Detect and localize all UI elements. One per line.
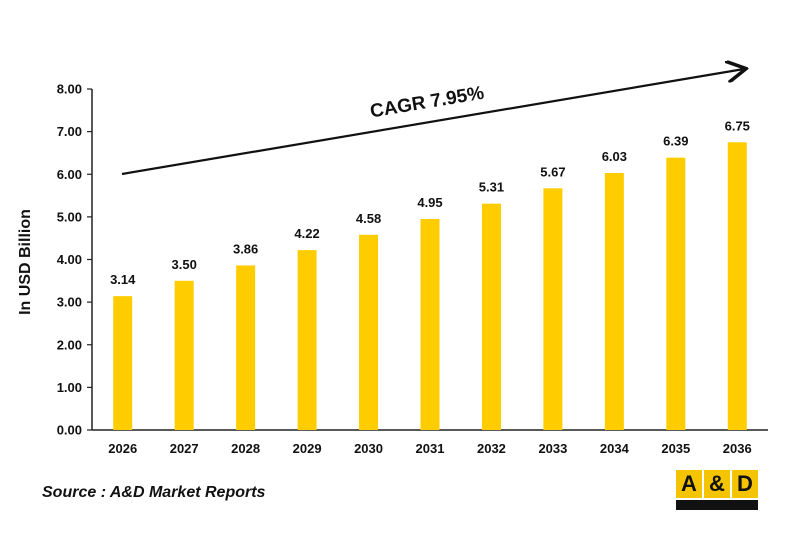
cagr-arrow bbox=[121, 69, 744, 176]
bar bbox=[420, 219, 440, 430]
bar bbox=[727, 142, 747, 430]
y-tick-label: 7.00 bbox=[57, 124, 82, 139]
logo-letter-a: A bbox=[676, 470, 702, 498]
data-label: 3.86 bbox=[233, 241, 258, 256]
y-tick-label: 2.00 bbox=[57, 337, 82, 352]
bar bbox=[297, 250, 317, 430]
y-tick-label: 3.00 bbox=[57, 295, 82, 310]
logo-letter-d: D bbox=[732, 470, 758, 498]
x-tick-label: 2030 bbox=[354, 441, 383, 456]
x-tick-label: 2029 bbox=[293, 441, 322, 456]
data-label: 5.67 bbox=[540, 164, 565, 179]
y-tick-label: 1.00 bbox=[57, 380, 82, 395]
x-tick-labels: 2026 2027 2028 2029 2030 2031 2032 2033 2034 2035… bbox=[108, 441, 751, 456]
y-tick-label: 4.00 bbox=[57, 252, 82, 267]
y-tick-labels: 0.00 1.00 2.00 3.00 4.00 5.00 6.00 7.00 8.00 bbox=[57, 82, 82, 438]
x-tick-label: 2031 bbox=[416, 441, 445, 456]
y-tick-label: 5.00 bbox=[57, 209, 82, 224]
bar bbox=[236, 265, 256, 430]
data-labels: 3.14 3.50 3.86 4.22 4.58 4.95 5.31 5.67 6.03 6.39… bbox=[110, 118, 750, 287]
bar bbox=[481, 203, 501, 430]
logo-bar bbox=[676, 500, 758, 510]
data-label: 6.75 bbox=[725, 118, 750, 133]
data-label: 5.31 bbox=[479, 180, 504, 195]
data-label: 3.14 bbox=[110, 272, 136, 287]
source-caption: Source : A&D Market Reports bbox=[42, 484, 266, 501]
x-tick-label: 2027 bbox=[170, 441, 199, 456]
bar bbox=[174, 280, 194, 430]
company-logo: A & D bbox=[676, 470, 758, 512]
x-tick-label: 2028 bbox=[231, 441, 260, 456]
y-tick-label: 0.00 bbox=[57, 423, 82, 438]
bar bbox=[666, 157, 686, 430]
x-tick-label: 2036 bbox=[723, 441, 752, 456]
data-label: 6.39 bbox=[663, 134, 688, 149]
x-tick-label: 2033 bbox=[538, 441, 567, 456]
y-tick-label: 6.00 bbox=[57, 167, 82, 182]
logo-ampersand: & bbox=[704, 470, 730, 498]
y-tick-label: 8.00 bbox=[57, 82, 82, 97]
x-tick-label: 2034 bbox=[600, 441, 630, 456]
bar bbox=[113, 296, 133, 430]
bar bbox=[604, 172, 624, 430]
data-label: 4.58 bbox=[356, 211, 381, 226]
data-label: 4.22 bbox=[294, 226, 319, 241]
x-tick-label: 2032 bbox=[477, 441, 506, 456]
x-tick-label: 2026 bbox=[108, 441, 137, 456]
x-tick-label: 2035 bbox=[661, 441, 690, 456]
data-label: 4.95 bbox=[417, 195, 442, 210]
y-axis-label: In USD Billion bbox=[17, 209, 34, 315]
bar bbox=[359, 234, 379, 430]
data-label: 6.03 bbox=[602, 149, 627, 164]
bars bbox=[113, 142, 747, 430]
data-label: 3.50 bbox=[172, 257, 197, 272]
bar bbox=[543, 188, 563, 430]
